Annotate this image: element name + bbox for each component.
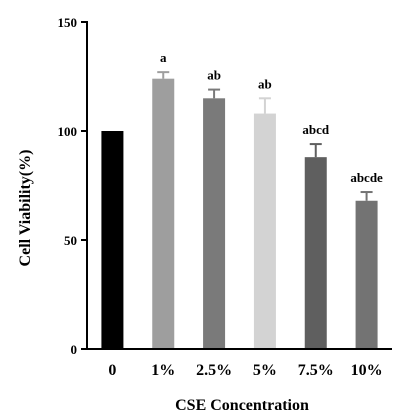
significance-label: abcd	[302, 122, 330, 137]
bar	[253, 113, 276, 349]
error-bars	[157, 71, 373, 201]
significance-label: ab	[207, 68, 221, 83]
bar	[101, 131, 124, 349]
bars	[101, 78, 378, 350]
bar	[152, 78, 175, 350]
x-tick-label: 5%	[253, 362, 277, 379]
x-axis-ticks: 0 1% 2.5% 5% 7.5% 10%	[108, 362, 382, 379]
x-tick-label: 7.5%	[298, 362, 334, 379]
bar	[355, 200, 378, 349]
y-tick-label: 0	[71, 342, 78, 357]
x-axis-label: CSE Concentration	[175, 397, 309, 414]
significance-label: a	[160, 50, 167, 65]
bar	[304, 157, 327, 349]
y-tick-label: 50	[64, 233, 77, 248]
x-tick-label: 2.5%	[196, 362, 232, 379]
significance-label: ab	[258, 76, 272, 91]
y-tick-label: 100	[58, 124, 78, 139]
y-axis-ticks: 0 50 100 150	[58, 15, 87, 357]
bar	[203, 98, 226, 349]
significance-label: abcde	[350, 170, 383, 185]
y-tick-label: 150	[58, 15, 78, 30]
x-tick-label: 0	[108, 362, 116, 379]
x-tick-label: 10%	[351, 362, 383, 379]
x-tick-label: 1%	[151, 362, 175, 379]
y-axis-label: Cell Viability(%)	[17, 150, 34, 267]
significance-labels: a ab ab abcd abcde	[160, 50, 383, 185]
